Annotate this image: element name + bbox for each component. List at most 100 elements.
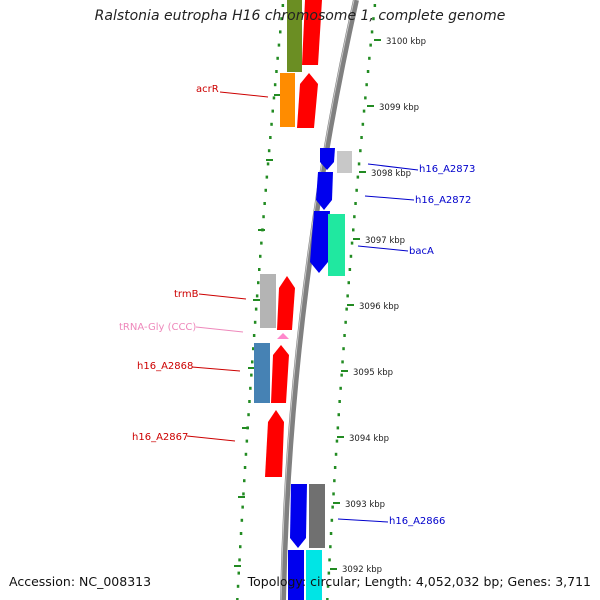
tick-dot xyxy=(338,400,341,403)
tick-dot xyxy=(236,584,240,588)
gene-label-tRNA-Gly[interactable]: tRNA-Gly (CCC) xyxy=(119,322,196,333)
tick-dot xyxy=(259,254,262,258)
tick-dot xyxy=(355,188,358,192)
tick-dot xyxy=(249,386,252,390)
tick-dot xyxy=(373,4,377,7)
tick-dot xyxy=(372,17,375,21)
gene-label-h16_A2867[interactable]: h16_A2867 xyxy=(132,432,188,443)
kbp-label: 3099 kbp xyxy=(379,103,419,113)
tick-dot xyxy=(331,505,334,509)
kbp-label: 3096 kbp xyxy=(359,302,399,312)
gene-h16_A2873-gray-feature xyxy=(337,151,352,173)
gene-h16_A2867-arrow xyxy=(265,410,284,477)
tick-dot xyxy=(271,109,274,113)
tick-dot xyxy=(361,122,365,126)
tick-dot xyxy=(365,83,368,87)
tick-dot xyxy=(333,466,337,469)
tick-dot xyxy=(360,136,363,139)
tick-dot xyxy=(348,268,352,271)
tick-dot xyxy=(242,492,245,496)
tick-dot xyxy=(334,452,338,456)
tick-dot xyxy=(327,571,331,575)
gene-forward-arrow xyxy=(302,0,322,65)
gene-bacA-arrow xyxy=(310,211,330,273)
tick-dot xyxy=(329,532,333,535)
tick-dot xyxy=(277,43,281,47)
tick-dot xyxy=(329,545,332,549)
feature-track-forward xyxy=(254,0,322,477)
chromosome-backbone-highlight xyxy=(280,0,355,600)
gene-h16_A2868-steel-feature xyxy=(254,343,270,403)
tick-dot xyxy=(276,56,279,60)
trna-gly-marker xyxy=(277,333,289,339)
tick-dot xyxy=(342,347,345,351)
tick-dot xyxy=(255,294,259,298)
tick-dot xyxy=(339,386,342,390)
tick-dot xyxy=(238,558,241,562)
tick-dot xyxy=(359,149,362,153)
kbp-label: 3097 kbp xyxy=(365,236,405,246)
tick-dot xyxy=(332,492,335,496)
page-title: Ralstonia eutropha H16 chromosome 1, com… xyxy=(94,8,506,24)
tick-dot xyxy=(243,479,246,483)
tick-dot xyxy=(357,162,361,166)
gene-label-h16_A2866[interactable]: h16_A2866 xyxy=(389,516,445,527)
tick-dot xyxy=(281,4,285,7)
tick-dot xyxy=(263,202,266,205)
tick-dot xyxy=(239,532,243,535)
tick-dot xyxy=(340,373,343,377)
gene-h16_A2866-darkgray-feature xyxy=(309,484,325,548)
kbp-label: 3095 kbp xyxy=(353,368,393,378)
tick-dot xyxy=(260,241,263,245)
tick-dot xyxy=(236,598,239,600)
kbp-label: 3092 kbp xyxy=(342,565,382,575)
tick-dot xyxy=(237,571,240,575)
tick-dot xyxy=(346,294,349,298)
tick-dot xyxy=(258,268,261,271)
tick-dot xyxy=(356,175,360,179)
tick-dot xyxy=(280,17,283,21)
gene-label-h16_A2873[interactable]: h16_A2873 xyxy=(419,164,475,175)
tick-dot xyxy=(368,56,371,60)
tick-dot xyxy=(333,479,336,483)
tick-dot xyxy=(354,202,357,205)
tick-dot xyxy=(349,254,353,258)
tick-dot xyxy=(369,43,372,47)
tick-dot xyxy=(273,83,277,87)
tick-dot xyxy=(251,360,254,364)
gene-label-h16_A2868[interactable]: h16_A2868 xyxy=(137,361,193,372)
kbp-label: 3094 kbp xyxy=(349,434,389,444)
kbp-label: 3098 kbp xyxy=(371,169,411,179)
tick-dot xyxy=(241,505,244,509)
gene-olive-feature xyxy=(287,0,302,72)
tick-dot xyxy=(247,413,250,417)
tick-dot xyxy=(362,109,366,113)
gene-bottom-cyan-feature xyxy=(306,550,322,600)
tick-dot xyxy=(328,558,331,562)
feature-track-reverse xyxy=(288,148,352,600)
tick-dot xyxy=(252,347,255,351)
gene-acrR-arrow xyxy=(297,73,318,128)
tick-dot xyxy=(326,584,330,588)
tick-dot xyxy=(330,518,334,522)
gene-label-acrR[interactable]: acrR xyxy=(196,84,219,95)
tick-dot xyxy=(264,188,267,192)
genome-info-text: Topology: circular; Length: 4,052,032 bp… xyxy=(247,574,591,589)
gene-trmB-arrow xyxy=(277,276,295,330)
tick-dot xyxy=(239,545,242,549)
gene-label-h16_A2872[interactable]: h16_A2872 xyxy=(415,195,471,206)
gene-h16_A2873-arrow xyxy=(320,148,335,170)
tick-dot xyxy=(254,307,258,311)
tick-dot xyxy=(262,215,265,219)
tick-dot xyxy=(253,320,257,324)
gene-h16_A2872-arrow xyxy=(316,172,333,210)
tick-dot xyxy=(265,175,269,179)
gene-label-trmB[interactable]: trmB xyxy=(174,289,199,300)
tick-dot xyxy=(344,320,347,324)
tick-dot xyxy=(248,400,251,403)
kbp-scale: 3100 kbp 3099 kbp 3098 kbp 3097 kbp 3096… xyxy=(330,37,426,575)
gene-label-bacA[interactable]: bacA xyxy=(409,246,434,257)
tick-dot xyxy=(336,426,340,430)
gene-bottom-blue-feature xyxy=(288,550,304,600)
tick-marks xyxy=(234,4,377,600)
